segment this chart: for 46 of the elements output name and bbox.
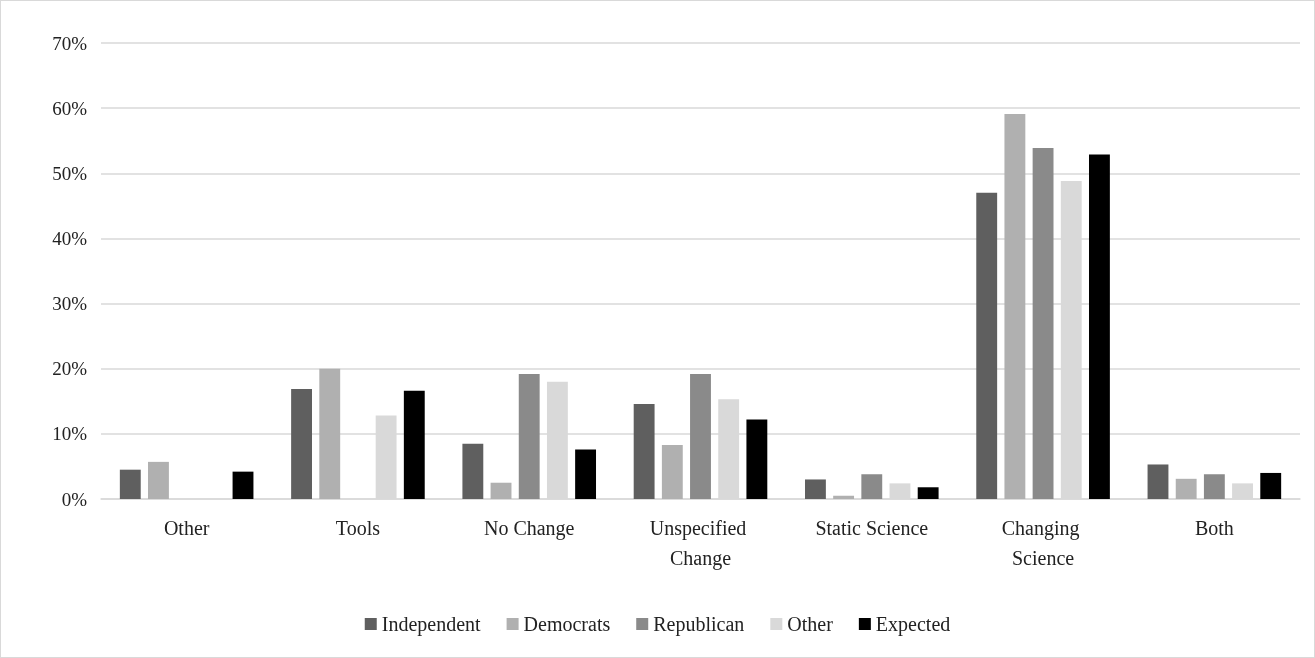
bar xyxy=(633,403,655,499)
y-tick-label: 70% xyxy=(52,32,88,54)
bar xyxy=(1147,464,1169,499)
bar xyxy=(976,192,998,499)
y-tick-label: 30% xyxy=(52,293,88,315)
y-tick-label: 40% xyxy=(52,227,88,249)
bar xyxy=(119,469,141,499)
y-tick-label: 50% xyxy=(52,162,88,184)
bar xyxy=(232,471,254,499)
x-tick-label: Other xyxy=(163,517,210,539)
legend-label: Expected xyxy=(875,613,951,636)
bar xyxy=(1004,114,1026,499)
bar xyxy=(1032,147,1054,499)
y-tick-label: 20% xyxy=(52,358,88,380)
bar xyxy=(403,390,425,499)
x-tick-label: Unspecified Change xyxy=(649,517,752,570)
y-tick-label: 10% xyxy=(52,423,88,445)
bar xyxy=(661,444,683,499)
bar xyxy=(518,373,540,499)
legend-label: Democrats xyxy=(523,613,611,635)
legend-label: Other xyxy=(787,613,834,635)
legend-label: Republican xyxy=(653,613,745,636)
bar xyxy=(804,479,826,499)
bar xyxy=(1203,474,1225,499)
x-tick-label: Both xyxy=(1194,517,1234,539)
legend-label: Independent xyxy=(381,613,482,636)
bar xyxy=(1089,154,1110,499)
bar xyxy=(148,461,169,499)
bar xyxy=(1260,472,1282,499)
bar xyxy=(690,373,711,499)
x-tick-label: Changing Science xyxy=(1001,517,1085,569)
bar xyxy=(319,368,341,499)
y-tick-label: 60% xyxy=(52,97,88,119)
bar xyxy=(291,388,312,499)
bar xyxy=(746,419,768,499)
y-tick-label: 0% xyxy=(61,488,88,510)
bar xyxy=(917,487,939,499)
bar xyxy=(490,482,512,499)
bar xyxy=(575,449,597,499)
bar xyxy=(833,495,855,499)
x-tick-label: No Change xyxy=(483,517,575,540)
bar xyxy=(1175,478,1197,499)
x-tick-label: Static Science xyxy=(815,517,929,539)
bar xyxy=(861,474,883,499)
x-tick-label: Tools xyxy=(335,517,381,539)
bar xyxy=(462,443,484,499)
